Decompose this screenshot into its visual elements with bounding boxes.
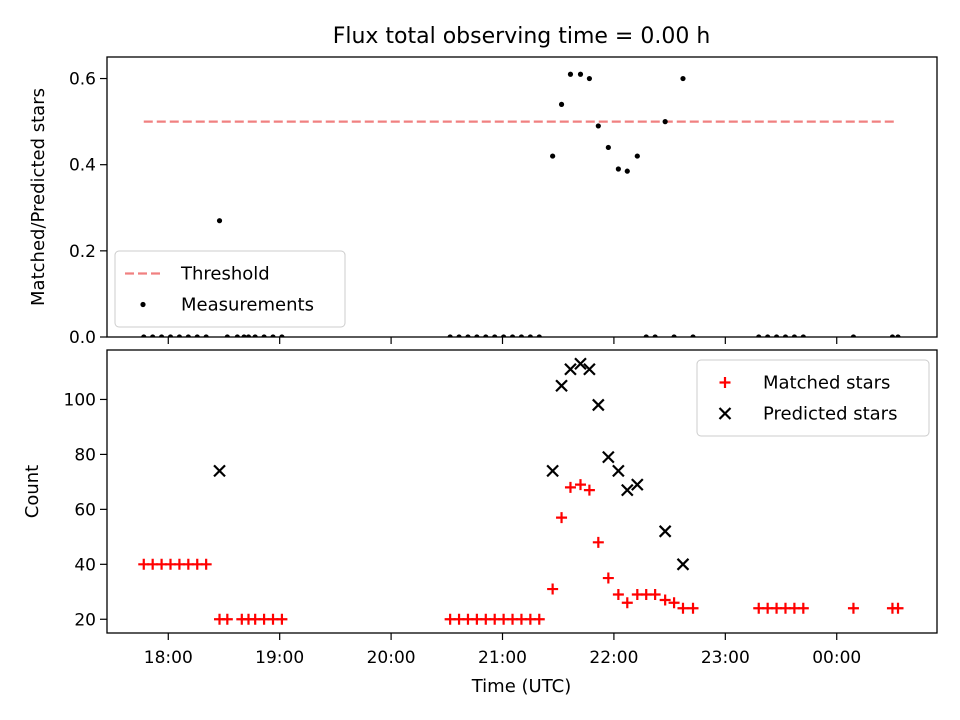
x-tick-label: 19:00 bbox=[255, 648, 304, 668]
x-tick-label: 18:00 bbox=[144, 648, 193, 668]
predicted-point bbox=[612, 464, 625, 478]
y-tick-label: 60 bbox=[74, 500, 96, 520]
x-tick-label: 21:00 bbox=[478, 648, 527, 668]
x-tick-label: 00:00 bbox=[812, 648, 861, 668]
x-tick-label: 22:00 bbox=[589, 648, 638, 668]
matched-point bbox=[687, 602, 699, 614]
matched-point bbox=[659, 594, 671, 606]
measurement-point bbox=[662, 119, 668, 125]
measurement-point bbox=[595, 123, 601, 129]
legend-box bbox=[696, 359, 930, 437]
legend-swatch bbox=[718, 407, 732, 420]
y-tick-label: 0.0 bbox=[69, 328, 96, 348]
predicted-point bbox=[621, 483, 634, 497]
legend: Matched stars Predicted stars bbox=[696, 359, 930, 437]
measurement-point bbox=[605, 144, 611, 151]
predicted-point bbox=[583, 362, 596, 376]
measurement-point bbox=[558, 101, 565, 107]
measurement-point bbox=[577, 71, 584, 77]
legend-label: Matched stars bbox=[763, 373, 890, 394]
predicted-point bbox=[546, 464, 559, 478]
predicted-point bbox=[602, 450, 615, 464]
y-tick-label: 100 bbox=[64, 390, 96, 410]
matched-point bbox=[564, 481, 576, 493]
measurement-point bbox=[680, 75, 686, 82]
y-tick-label: 0.4 bbox=[69, 156, 96, 176]
measurement-point bbox=[550, 153, 556, 159]
matched-point bbox=[547, 583, 559, 595]
predicted-point bbox=[676, 558, 690, 571]
y-tick-label: 40 bbox=[74, 555, 96, 575]
legend-swatch bbox=[719, 377, 731, 388]
y-tick-label: 0.6 bbox=[69, 70, 96, 90]
predicted-point bbox=[592, 398, 605, 412]
matched-point bbox=[621, 597, 633, 609]
matched-point bbox=[574, 479, 586, 491]
predicted-point bbox=[213, 464, 226, 478]
measurement-point bbox=[634, 153, 640, 159]
matched-point bbox=[668, 597, 680, 609]
chart-title: Flux total observing time = 0.00 h bbox=[333, 24, 711, 49]
measurement-point bbox=[615, 166, 621, 172]
matched-point bbox=[556, 512, 568, 524]
axes-frame bbox=[106, 56, 938, 338]
measurement-point bbox=[586, 75, 593, 82]
measurement-point bbox=[216, 218, 223, 224]
legend-label: Measurements bbox=[181, 295, 314, 316]
matched-point bbox=[602, 572, 614, 584]
matched-point bbox=[276, 613, 288, 625]
legend-box bbox=[114, 250, 346, 328]
ratio-panel: 0.0 0.2 0.4 0.6 Matched/Predicted stars Thres… bbox=[28, 56, 938, 348]
matched-point bbox=[592, 536, 604, 548]
matched-point bbox=[649, 589, 661, 601]
matched-point bbox=[533, 613, 545, 625]
measurement-point bbox=[624, 168, 630, 174]
matched-point bbox=[677, 602, 689, 614]
matched-point bbox=[583, 484, 595, 496]
predicted-point bbox=[574, 357, 587, 371]
predicted-point bbox=[564, 362, 577, 376]
y-tick-label: 0.2 bbox=[69, 242, 96, 262]
axes-frame bbox=[106, 349, 938, 634]
y-axis-label: Matched/Predicted stars bbox=[28, 88, 49, 306]
predicted-point bbox=[631, 478, 644, 491]
x-tick-label: 23:00 bbox=[701, 648, 750, 668]
matched-point bbox=[200, 558, 212, 570]
legend-label: Predicted stars bbox=[763, 404, 897, 425]
y-tick-label: 20 bbox=[74, 610, 96, 630]
y-tick-label: 80 bbox=[74, 445, 96, 465]
plot-area bbox=[138, 357, 904, 625]
legend-label: Threshold bbox=[180, 264, 270, 285]
count-panel: 20 40 60 80 100 18:00 19:00 20:00 21:00 22:00 23:0… bbox=[22, 349, 938, 668]
x-tick-label: 20:00 bbox=[367, 648, 416, 668]
matched-point bbox=[847, 602, 859, 614]
matched-point bbox=[797, 602, 809, 614]
matched-point bbox=[612, 589, 624, 601]
matched-point bbox=[892, 602, 904, 614]
measurement-point bbox=[567, 71, 574, 77]
predicted-point bbox=[658, 525, 672, 538]
matched-point bbox=[221, 613, 233, 625]
predicted-point bbox=[555, 379, 568, 392]
x-axis-label: Time (UTC) bbox=[471, 676, 572, 697]
y-axis-label: Count bbox=[22, 465, 43, 518]
legend-swatch bbox=[140, 301, 146, 308]
legend: Threshold Measurements bbox=[114, 250, 346, 328]
